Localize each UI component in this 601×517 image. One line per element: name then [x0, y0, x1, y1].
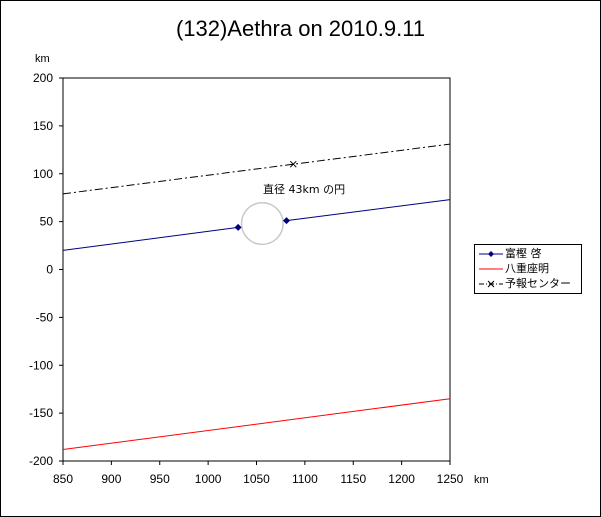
y-axis-label: km — [35, 53, 50, 65]
chart-title: (132)Aethra on 2010.9.11 — [175, 16, 426, 41]
legend-item-observer: 富樫 啓 — [475, 246, 581, 261]
series-0-point — [282, 217, 290, 225]
x-tick-label: 1100 — [292, 472, 318, 486]
series-2-line — [62, 143, 451, 195]
y-tick-label: 100 — [33, 167, 53, 181]
series-group — [62, 143, 451, 451]
y-tick-label: -50 — [36, 310, 54, 324]
legend-item-prediction: 予報センター — [475, 276, 581, 291]
series-0-line — [286, 199, 451, 222]
size-circle — [240, 201, 284, 246]
x-tick-label: 1050 — [243, 472, 270, 486]
plot-area — [62, 77, 451, 462]
x-tick-label: 850 — [53, 472, 73, 486]
legend: 富樫 啓 八重座明 予報センター — [474, 244, 582, 294]
x-axis-label: km — [474, 474, 489, 486]
legend-label-yae: 八重座明 — [505, 262, 549, 275]
legend-label-observer: 富樫 啓 — [505, 247, 542, 260]
series-2-point — [289, 160, 297, 168]
y-tick-label: 0 — [46, 263, 53, 277]
x-tick-label: 900 — [101, 472, 121, 486]
x-tick-label: 1250 — [437, 472, 464, 486]
legend-symbol-diamond — [479, 251, 503, 257]
y-tick-label: 150 — [33, 119, 53, 133]
series-1-line — [62, 398, 451, 451]
x-tick-label: 950 — [150, 472, 170, 486]
legend-label-prediction: 予報センター — [505, 277, 571, 290]
x-tick-label: 1200 — [388, 472, 415, 486]
legend-item-yae: 八重座明 — [475, 261, 581, 276]
y-tick-label: -200 — [29, 454, 53, 468]
y-tick-label: 50 — [40, 215, 54, 229]
legend-symbol-red-line — [479, 268, 503, 270]
series-0-point — [234, 223, 242, 231]
circle-annotation: 直径 43km の円 — [263, 182, 345, 196]
y-tick-label: -100 — [29, 358, 53, 372]
y-tick-label: -150 — [29, 406, 53, 420]
x-tick-label: 1000 — [195, 472, 222, 486]
x-tick-label: 1150 — [340, 472, 366, 486]
legend-symbol-dashdot-x — [479, 280, 503, 288]
series-0-line — [62, 226, 239, 251]
y-tick-label: 200 — [33, 71, 53, 85]
